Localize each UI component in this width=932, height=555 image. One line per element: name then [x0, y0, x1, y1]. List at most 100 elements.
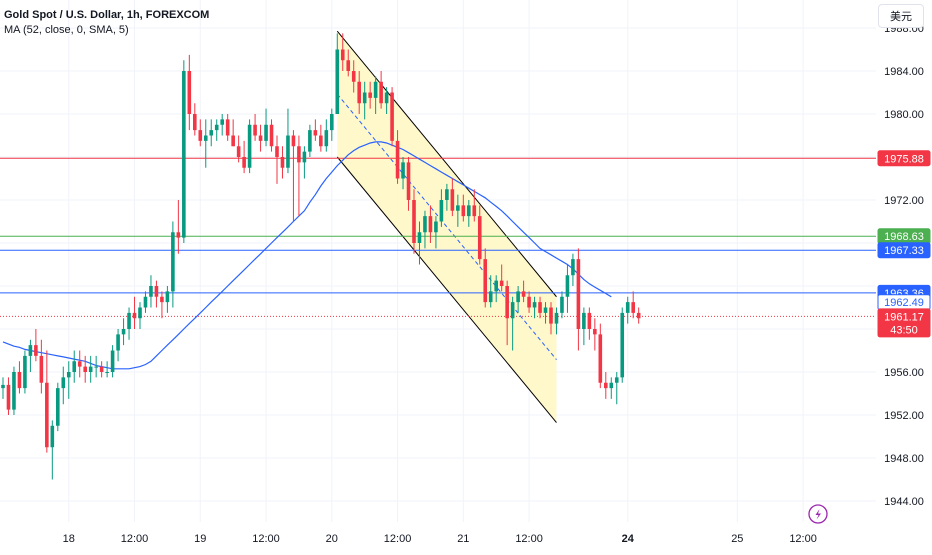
candle-body — [88, 366, 93, 372]
candle-body — [456, 205, 460, 211]
candle — [357, 71, 361, 114]
candle-body — [236, 146, 241, 157]
candle-body — [560, 296, 564, 313]
candle — [116, 329, 120, 362]
candle — [521, 280, 526, 303]
candle — [77, 350, 82, 378]
y-tick-label: 1972.00 — [884, 195, 924, 207]
candle-body — [620, 312, 625, 378]
x-tick-label: 12:00 — [384, 533, 412, 545]
candle-body — [83, 366, 87, 372]
candle-body — [505, 286, 509, 319]
candle — [138, 302, 142, 329]
candle-body — [34, 345, 38, 356]
indicator-label[interactable]: MA (52, close, 0, SMA, 5) — [4, 24, 129, 36]
candle — [193, 103, 197, 136]
candle-body — [171, 232, 175, 292]
candle — [61, 366, 66, 405]
candle-body — [209, 130, 214, 136]
candle — [456, 194, 460, 227]
candle-body — [6, 384, 11, 410]
candle — [6, 377, 11, 415]
candle-body — [571, 259, 575, 276]
candle-body — [66, 372, 71, 378]
candle-body — [362, 92, 367, 104]
candle — [631, 291, 635, 319]
candle — [203, 119, 208, 168]
candle — [604, 372, 608, 399]
candle — [362, 81, 367, 120]
candle-body — [160, 296, 164, 303]
candle-body — [625, 302, 630, 313]
candle — [417, 221, 422, 265]
candle — [598, 323, 603, 389]
candle — [488, 275, 493, 308]
x-tick-label: 25 — [731, 533, 743, 545]
candle — [17, 361, 22, 394]
candle-body — [324, 130, 329, 147]
candle — [428, 205, 433, 243]
candle — [554, 307, 559, 335]
level-tag-bg — [877, 150, 931, 167]
candle — [143, 291, 148, 313]
candle — [346, 49, 351, 77]
channel-lower-line — [336, 156, 557, 423]
candle — [247, 119, 252, 174]
candle-body — [12, 372, 16, 410]
candle-body — [373, 81, 378, 98]
candle — [384, 87, 389, 114]
channel-mid-line — [336, 93, 557, 360]
x-tick-label: 12:00 — [121, 533, 149, 545]
candle-body — [384, 92, 389, 104]
candle-body — [275, 146, 279, 157]
candle — [149, 275, 153, 308]
candle-body — [450, 189, 455, 211]
x-tick-label: 21 — [457, 533, 469, 545]
level-tag-label: 1975.88 — [884, 153, 924, 165]
candle-body — [258, 135, 263, 141]
candle — [182, 60, 186, 243]
candle — [505, 280, 509, 346]
candle — [50, 420, 55, 480]
candle-body — [340, 49, 345, 61]
candle — [368, 81, 372, 109]
candle — [560, 291, 564, 319]
last-price-tag-label: 1961.17 — [884, 311, 924, 323]
candle — [269, 119, 274, 152]
candle-body — [149, 286, 153, 297]
candle-body — [72, 361, 77, 372]
candle-body — [467, 205, 471, 217]
candle-body — [165, 291, 170, 303]
candle — [330, 108, 334, 141]
x-tick-label: 18 — [63, 533, 75, 545]
candle-body — [538, 302, 542, 313]
candle — [450, 178, 455, 217]
candle — [527, 291, 531, 313]
y-tick-label: 1980.00 — [884, 109, 924, 121]
candle — [319, 124, 323, 152]
candle — [587, 307, 592, 340]
candle-body — [231, 135, 235, 147]
candle-body — [412, 200, 416, 243]
candle-body — [302, 151, 307, 163]
candle — [379, 71, 383, 109]
candle — [297, 135, 301, 217]
candle-body — [379, 81, 383, 104]
candle-body — [604, 382, 608, 389]
candle-body — [17, 372, 22, 389]
candle — [83, 355, 87, 383]
candle-body — [193, 114, 197, 131]
candle-body — [488, 291, 493, 303]
candle-body — [330, 114, 334, 131]
candle — [516, 286, 520, 313]
currency-button[interactable]: 美元 — [878, 4, 924, 28]
candle — [351, 60, 356, 93]
x-tick-label: 12:00 — [789, 533, 817, 545]
lightning-icon[interactable] — [808, 504, 828, 524]
candle-body — [516, 291, 520, 303]
candle-body — [253, 124, 257, 136]
chart-title: Gold Spot / U.S. Dollar, 1h, FOREXCOM — [4, 9, 210, 21]
candle — [609, 377, 614, 399]
